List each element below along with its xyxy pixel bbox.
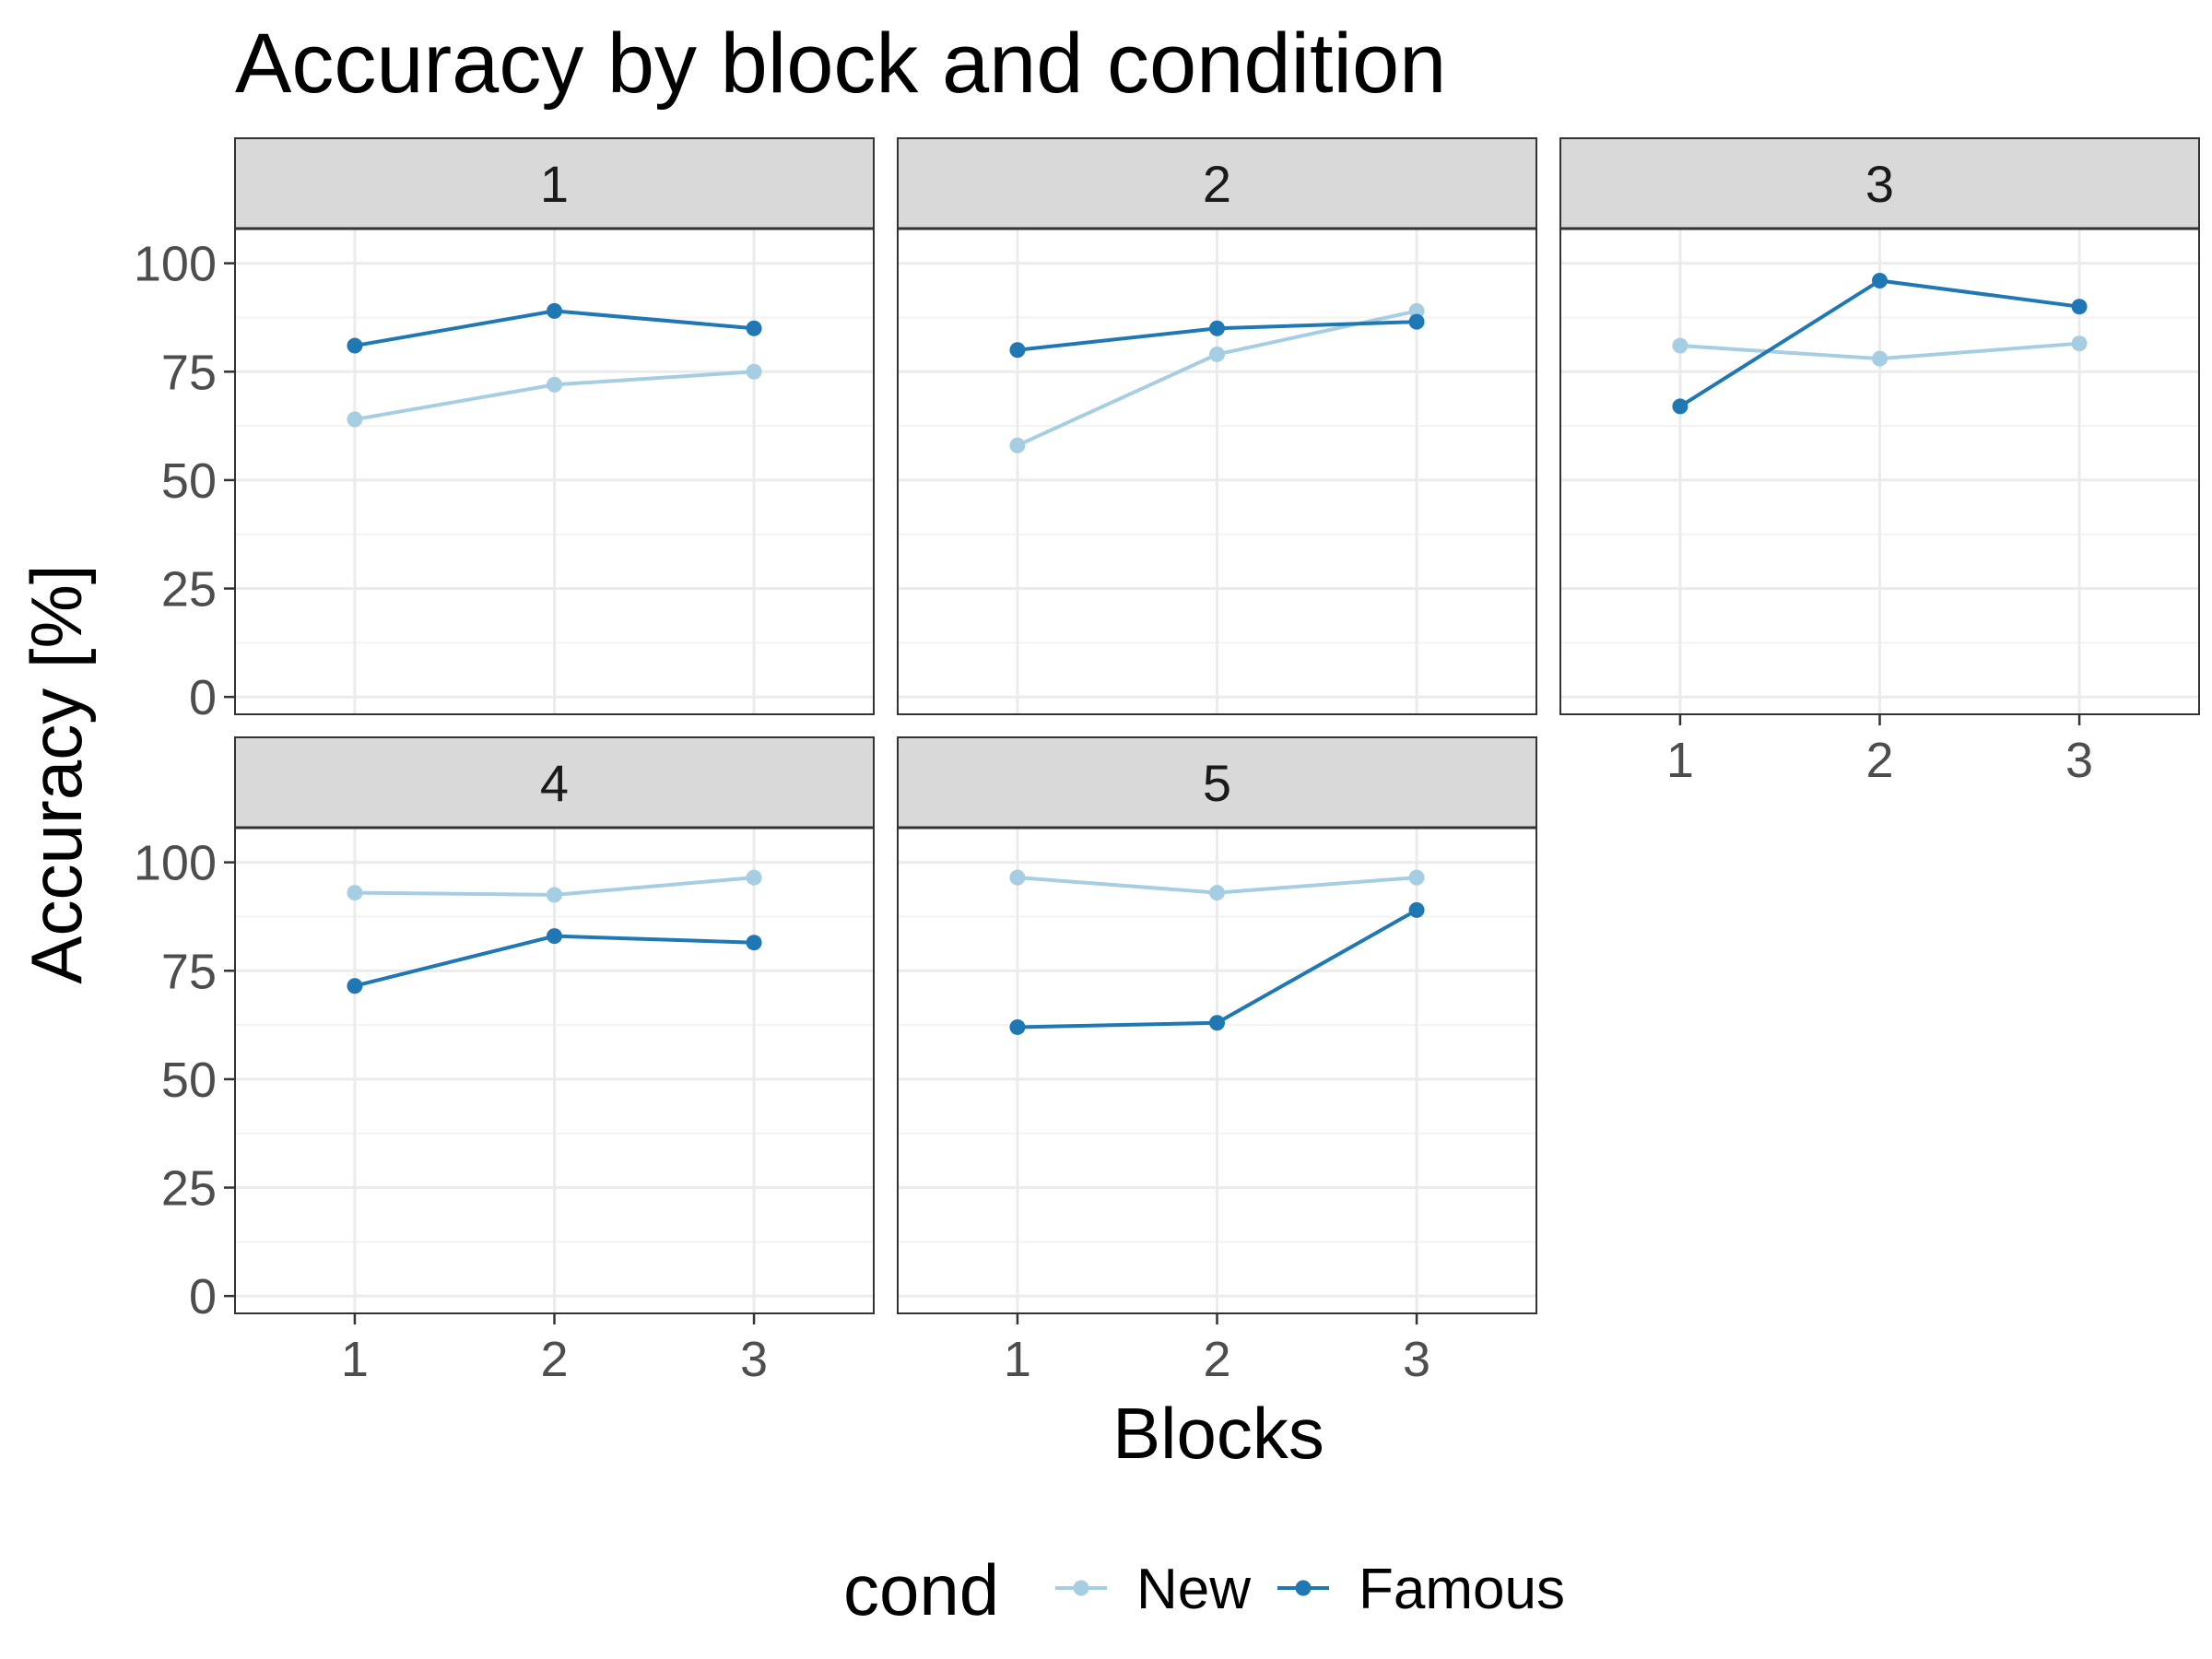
data-point-new [547,887,562,903]
y-tick-label: 0 [189,1269,217,1324]
data-point-new [1009,869,1026,886]
legend-item-famous: Famous [1277,1558,1565,1621]
legend-key-point [1295,1580,1312,1596]
chart-title: Accuracy by block and condition [235,17,1446,111]
facet-strip [234,137,875,229]
x-tick-label: 3 [1403,1332,1430,1387]
facet-strip [897,736,1537,829]
facet-panel-4: 4 0 25 50 75 100 1 2 3 [134,736,875,1387]
data-point-new [1872,350,1888,367]
data-point-new [547,376,562,393]
x-tick-label: 2 [540,1332,568,1387]
facet-strip-label: 3 [1865,155,1894,213]
facet-panel-2: 2 [897,137,1537,715]
x-tick-label: 2 [1865,733,1893,788]
data-point-new [1209,346,1225,362]
data-point-famous [1408,313,1425,330]
data-point-famous [1209,320,1225,336]
x-tick-label: 1 [1004,1332,1031,1387]
facet-strip-label: 1 [540,155,569,213]
data-point-new [347,885,363,901]
legend-key-point [1073,1580,1089,1596]
y-axis-title: Accuracy [%] [16,564,97,983]
data-point-new [1672,337,1688,354]
y-tick-label: 100 [134,237,217,292]
data-point-new [1209,885,1225,901]
data-point-famous [347,337,363,354]
legend-item-new: New [1055,1558,1251,1621]
x-tick-label: 1 [341,1332,369,1387]
legend-items: New Famous [1055,1558,1565,1621]
data-point-new [746,869,762,886]
y-tick-label: 100 [134,836,217,891]
data-point-famous [746,320,762,336]
x-tick-label: 1 [1666,733,1694,788]
data-point-new [1009,437,1026,453]
data-point-famous [1408,901,1425,918]
facet-strip-label: 2 [1203,155,1231,213]
facet-strip-label: 4 [540,754,569,812]
y-tick-label: 75 [161,944,217,999]
facet-strip-label: 5 [1203,754,1231,812]
y-tick-label: 25 [161,562,217,618]
data-point-new [1408,869,1425,886]
facet-panel-1: 1 0 25 50 75 100 [134,137,875,725]
facet-panel-5: 5 1 2 3 [897,736,1537,1387]
legend: cond New Famous [843,1549,1565,1630]
data-point-new [347,411,363,428]
data-point-new [1408,302,1425,319]
data-point-famous [1872,272,1888,288]
y-tick-label: 0 [189,670,217,725]
legend-title: cond [843,1549,999,1630]
data-point-new [2071,335,2088,352]
legend-label: Famous [1359,1558,1565,1621]
data-point-famous [1009,1018,1026,1035]
facet-panels: 1 0 25 50 75 100 2 3 1 2 3 4 0 25 50 75 100 1 2 3 5 1 2 3 [134,137,2200,1387]
facet-strip [1559,137,2200,229]
y-tick-label: 50 [161,1053,217,1108]
data-point-famous [547,302,562,319]
y-tick-label: 75 [161,345,217,400]
facet-strip [897,137,1537,229]
data-point-famous [746,935,762,951]
data-point-famous [1009,342,1026,359]
data-point-famous [2071,299,2088,315]
y-tick-label: 50 [161,453,217,509]
data-point-famous [1209,1015,1225,1031]
x-tick-label: 3 [740,1332,768,1387]
y-tick-label: 25 [161,1161,217,1217]
data-point-famous [1672,398,1688,415]
legend-label: New [1136,1558,1251,1621]
x-tick-label: 2 [1203,1332,1230,1387]
x-tick-label: 3 [2065,733,2093,788]
data-point-famous [547,928,562,945]
facet-panel-3: 3 1 2 3 [1559,137,2200,788]
x-axis-title: Blocks [1112,1393,1324,1474]
facet-strip [234,736,875,829]
data-point-new [746,363,762,380]
data-point-famous [347,978,363,994]
